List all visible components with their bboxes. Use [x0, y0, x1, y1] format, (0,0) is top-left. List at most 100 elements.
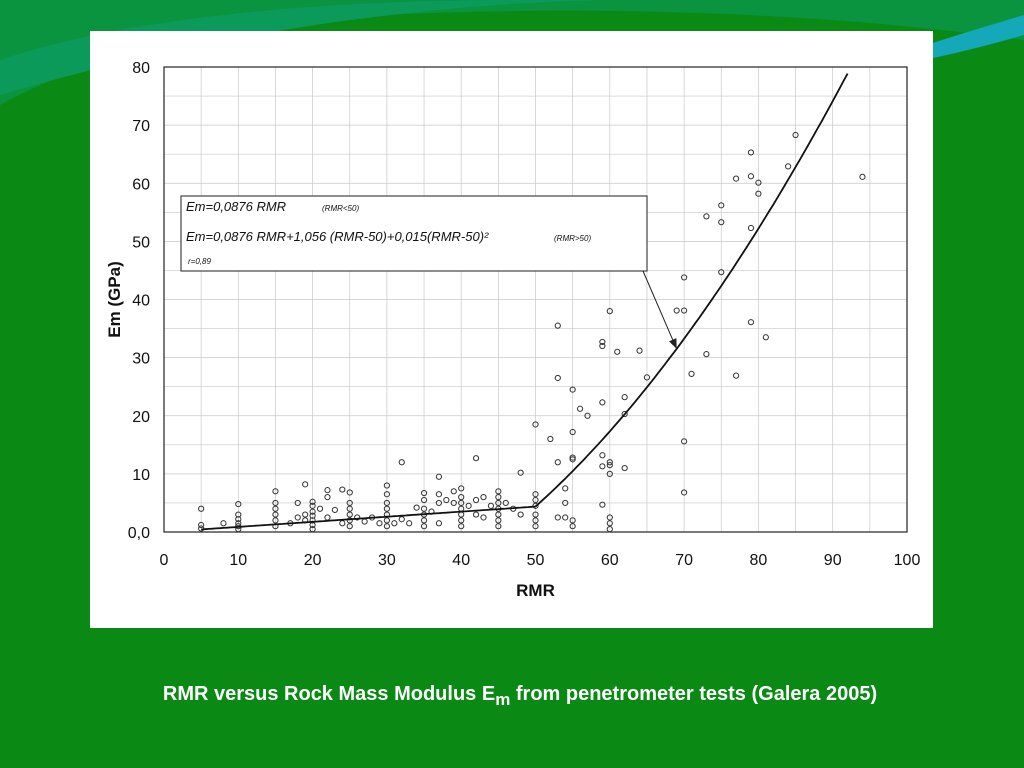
caption-prefix: RMR versus Rock Mass Modulus E — [162, 683, 496, 705]
data-point — [198, 505, 205, 512]
data-point — [532, 511, 539, 518]
data-point — [621, 410, 628, 418]
equation-line-2-note: (RMR>50) — [554, 234, 591, 243]
equation-box: Em=0,0876 RMR (RMR<50) Em=0,0876 RMR+1,0… — [180, 195, 678, 350]
data-point — [495, 488, 502, 495]
data-point — [599, 501, 606, 508]
data-point — [294, 514, 301, 521]
data-point — [569, 454, 576, 461]
data-point — [309, 502, 316, 509]
fit-curve — [201, 73, 849, 531]
data-point — [532, 523, 539, 530]
data-point — [532, 421, 539, 428]
y-tick-label: 20 — [132, 409, 150, 426]
data-point — [681, 274, 688, 281]
data-point — [562, 499, 569, 507]
data-point — [621, 464, 628, 472]
y-tick-label: 50 — [132, 234, 150, 251]
data-point — [562, 485, 569, 492]
y-tick-label: 40 — [132, 293, 150, 310]
data-point — [599, 399, 606, 406]
data-point — [383, 499, 390, 507]
data-point — [302, 481, 309, 488]
data-point — [517, 469, 524, 476]
y-axis-ticks: 0,0 10 20 30 40 50 60 70 80 — [128, 60, 150, 542]
data-point — [532, 491, 539, 498]
data-point — [532, 496, 539, 504]
scatter-chart: 0 10 20 30 40 50 60 70 80 90 100 0,0 10 20 30 40 50 60 70… — [105, 60, 921, 600]
data-point — [420, 496, 428, 504]
data-point — [480, 494, 487, 501]
data-point — [309, 498, 316, 505]
data-point — [785, 163, 792, 170]
data-point — [502, 499, 509, 507]
data-point — [346, 523, 353, 530]
data-point — [272, 499, 279, 507]
data-point — [569, 386, 576, 393]
data-point — [309, 508, 316, 515]
data-point — [346, 511, 353, 518]
equation-line-2: Em=0,0876 RMR+1,056 (RMR-50)+0,015(RMR-5… — [186, 229, 489, 244]
data-point — [569, 523, 576, 530]
data-point — [435, 520, 443, 527]
data-point — [569, 517, 576, 524]
data-point — [302, 511, 309, 518]
data-point — [606, 308, 613, 315]
data-point — [420, 505, 428, 512]
data-point — [398, 516, 405, 523]
data-point — [554, 322, 561, 329]
data-point — [636, 347, 643, 354]
data-point — [235, 501, 242, 508]
data-point — [688, 370, 695, 377]
data-point — [487, 502, 495, 509]
data-point — [346, 517, 353, 524]
data-point — [294, 499, 301, 507]
plot-frame — [163, 66, 908, 533]
data-point — [606, 525, 613, 533]
data-point — [532, 517, 539, 524]
data-point — [398, 459, 405, 466]
data-point — [554, 459, 561, 466]
data-point — [435, 499, 443, 507]
data-point — [443, 496, 450, 504]
data-point — [755, 179, 762, 186]
data-point — [413, 504, 420, 511]
x-tick-label: 90 — [824, 552, 842, 569]
x-tick-label: 70 — [675, 552, 693, 569]
data-point — [569, 428, 576, 436]
equation-line-1: Em=0,0876 RMR — [186, 199, 286, 214]
data-point — [198, 521, 205, 529]
data-point — [220, 520, 227, 527]
caption-suffix: from penetrometer tests (Galera 2005) — [510, 683, 878, 705]
data-point — [606, 514, 613, 521]
data-point — [235, 516, 242, 523]
data-point — [272, 517, 279, 524]
correlation-coefficient: r=0,89 — [188, 257, 211, 266]
data-point — [599, 463, 606, 470]
data-point — [272, 505, 279, 512]
data-point — [339, 520, 346, 527]
x-tick-label: 100 — [894, 552, 921, 569]
data-point — [681, 438, 688, 445]
data-point — [747, 173, 755, 180]
data-point — [606, 470, 613, 477]
data-point — [391, 520, 398, 527]
y-tick-label: 80 — [132, 60, 150, 77]
data-point — [383, 491, 390, 498]
data-point — [554, 514, 561, 521]
data-point — [673, 307, 680, 314]
data-point — [718, 202, 725, 209]
data-point — [420, 489, 428, 497]
data-point — [458, 499, 465, 507]
data-point — [383, 505, 390, 512]
data-point — [614, 348, 621, 355]
caption-subscript: m — [495, 690, 511, 709]
data-point — [383, 523, 390, 530]
data-point — [309, 525, 316, 533]
x-axis-ticks: 0 10 20 30 40 50 60 70 80 90 100 — [160, 552, 921, 569]
data-point — [792, 131, 799, 139]
data-point — [762, 334, 769, 341]
data-point — [324, 514, 331, 521]
data-point — [331, 506, 338, 514]
data-point — [272, 511, 279, 518]
